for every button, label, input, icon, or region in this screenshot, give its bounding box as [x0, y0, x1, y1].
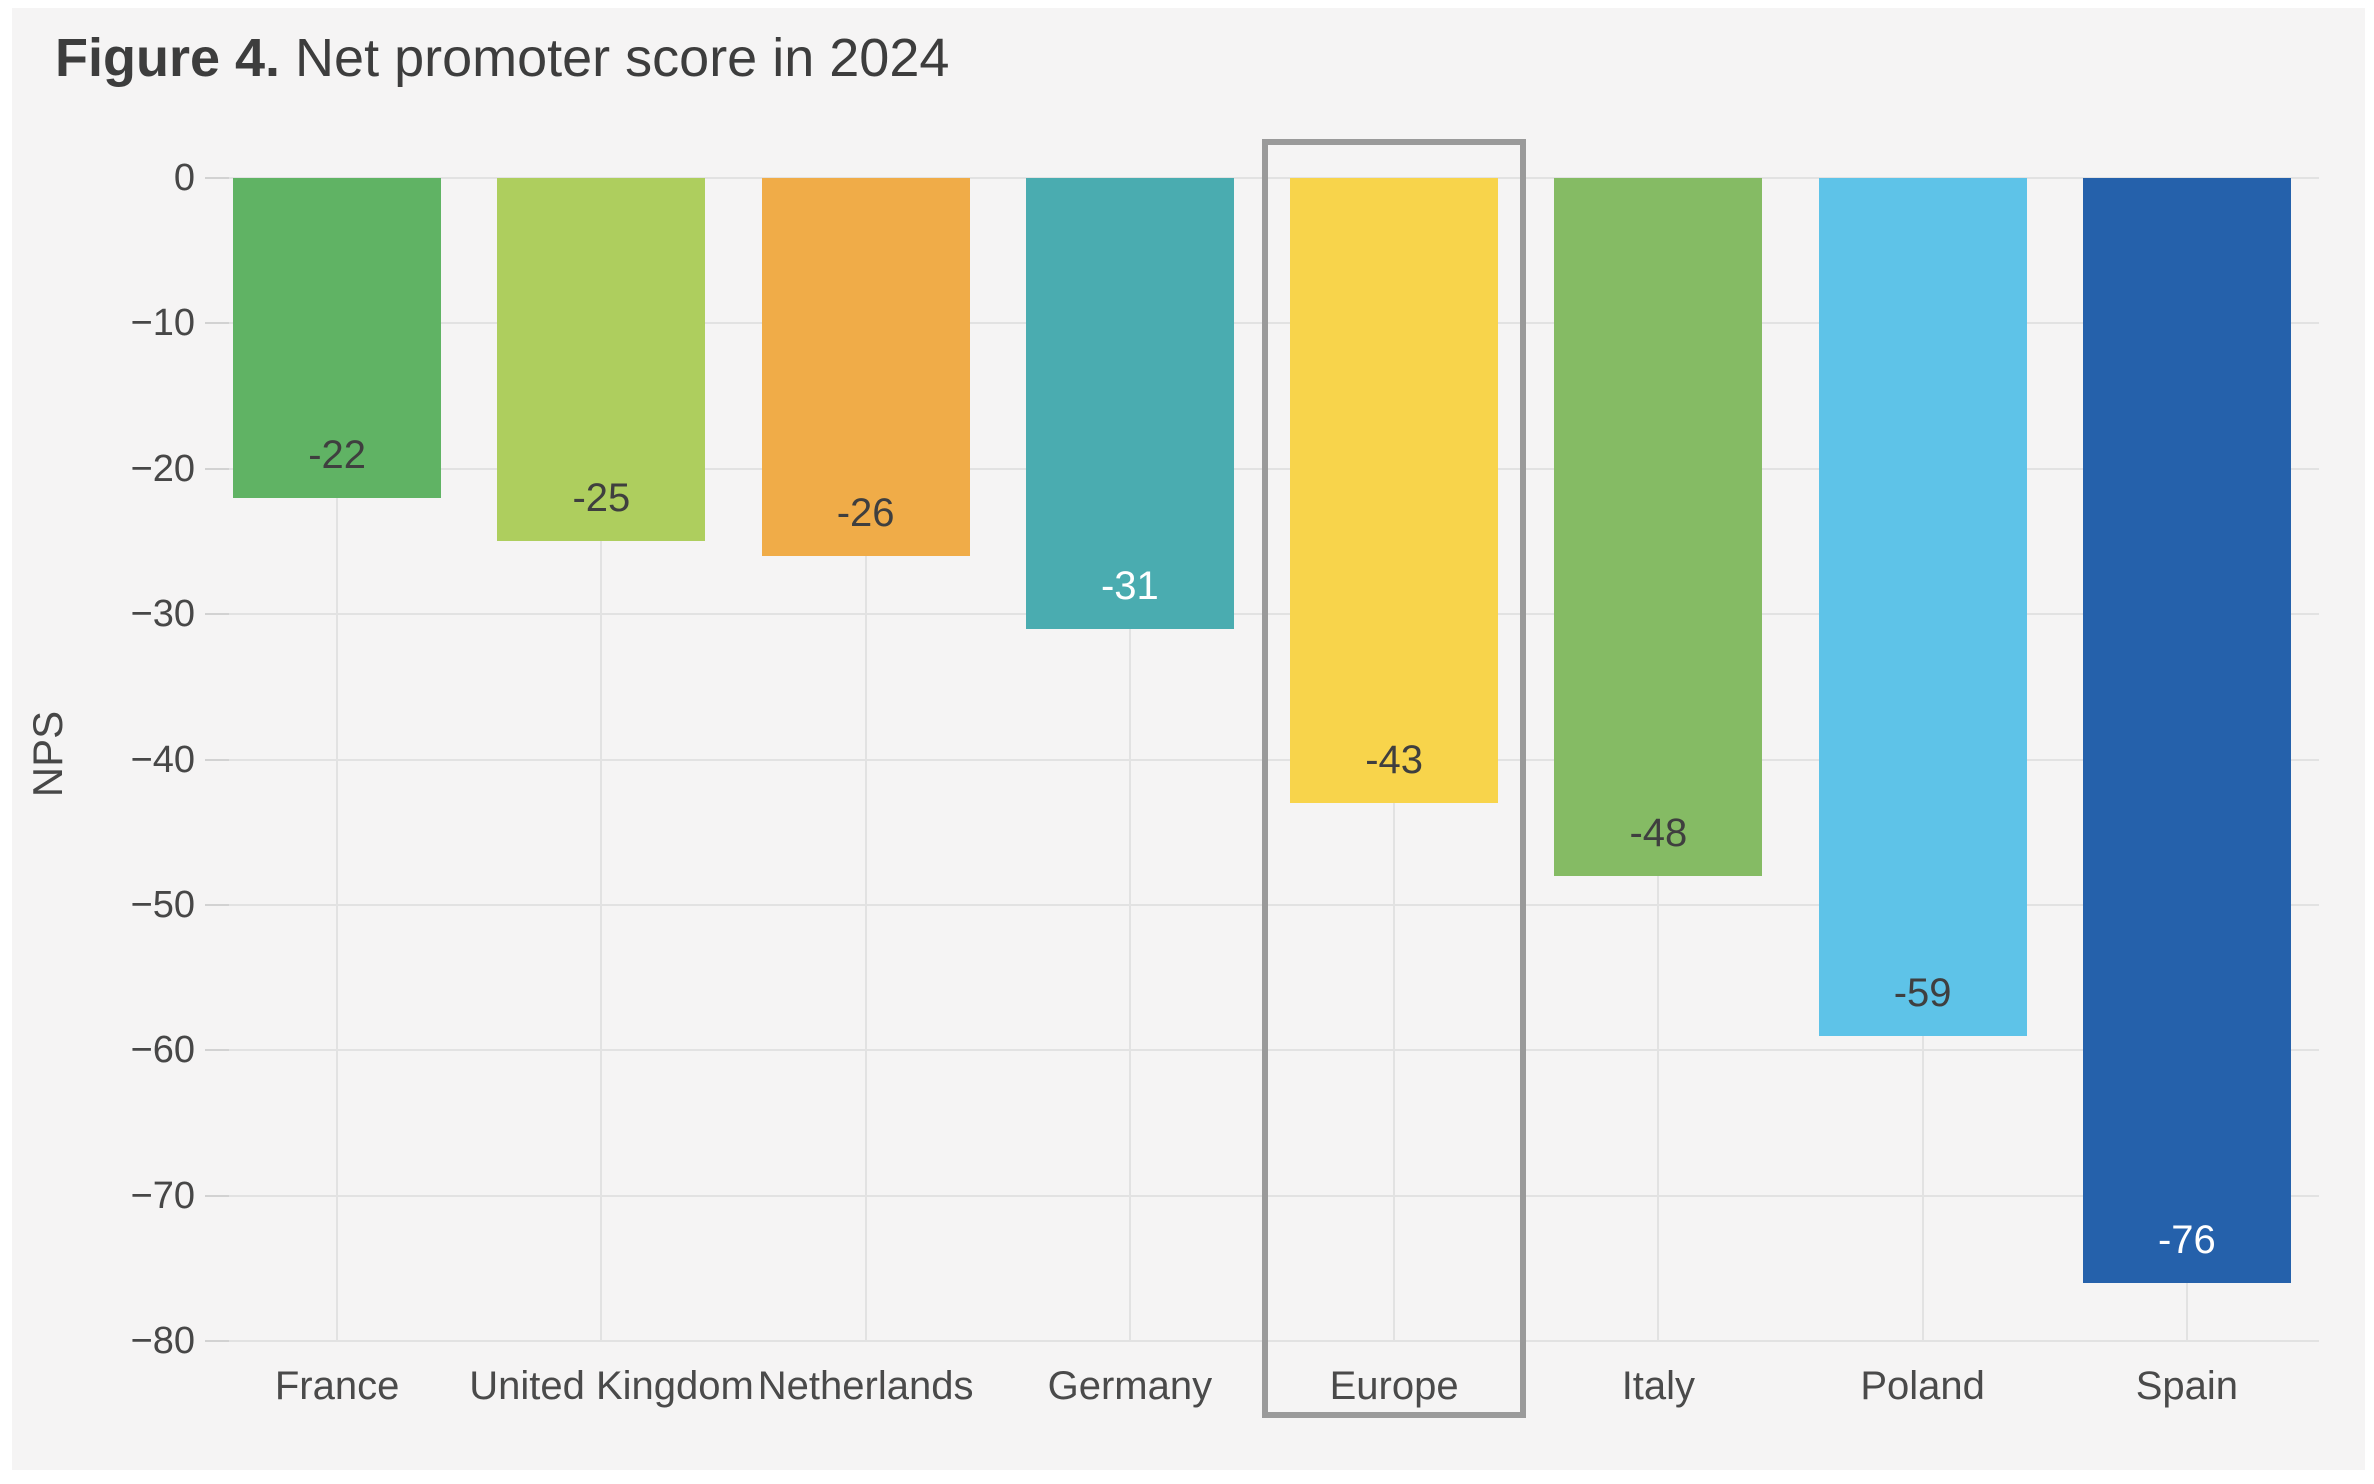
bar-value-label: -59	[1893, 970, 1952, 1015]
y-tick-label: −80	[130, 1320, 195, 1362]
europe-highlight-box	[1262, 139, 1527, 1418]
y-tick-label: −50	[130, 883, 195, 926]
bar-united-kingdom: -25	[497, 178, 706, 542]
y-tick-label: 0	[173, 157, 195, 199]
x-gridline	[600, 178, 603, 1341]
bar-value-label: -43	[1365, 738, 1424, 783]
y-tick-label: −30	[130, 593, 195, 636]
y-tick-mark	[205, 758, 229, 761]
y-tick-mark	[205, 613, 229, 616]
x-tick-label-france: France	[274, 1364, 400, 1408]
y-tick-label: −70	[130, 1174, 195, 1217]
y-tick-label: −40	[130, 738, 195, 781]
bar-value-label: -26	[836, 490, 895, 535]
x-tick-label-spain: Spain	[2135, 1364, 2239, 1408]
y-tick-label: −60	[130, 1029, 195, 1072]
y-tick-mark	[205, 177, 229, 179]
chart-title: Figure 4. Net promoter score in 2024	[55, 26, 949, 90]
x-gridline	[336, 178, 339, 1341]
bar-value-label: -31	[1100, 563, 1159, 608]
y-tick-mark	[205, 1049, 229, 1052]
y-tick-mark	[205, 1340, 229, 1342]
y-tick-mark	[205, 903, 229, 906]
x-tick-label-poland: Poland	[1860, 1364, 1985, 1408]
x-gridline	[864, 178, 867, 1341]
bar-europe: -43	[1290, 178, 1499, 804]
bar-spain: -76	[2082, 178, 2291, 1283]
x-tick-label-united-kingdom: United Kingdom	[469, 1364, 754, 1408]
bar-germany: -31	[1025, 178, 1234, 629]
x-tick-label-europe: Europe	[1329, 1364, 1459, 1408]
bar-italy: -48	[1554, 178, 1763, 876]
bar-value-label: -22	[308, 432, 367, 477]
y-tick-label: −20	[130, 447, 195, 490]
bar-value-label: -25	[572, 476, 631, 521]
bar-value-label: -48	[1629, 810, 1688, 855]
y-tick-mark	[205, 467, 229, 470]
bar-value-label: -76	[2157, 1217, 2216, 1262]
y-tick-mark	[205, 322, 229, 325]
chart-title-text: Net promoter score in 2024	[280, 28, 950, 88]
y-tick-mark	[205, 1194, 229, 1197]
x-tick-label-netherlands: Netherlands	[757, 1364, 974, 1408]
chart-title-prefix: Figure 4.	[55, 28, 281, 88]
x-gridline	[1128, 178, 1131, 1341]
bar-poland: -59	[1818, 178, 2027, 1036]
bar-netherlands: -26	[761, 178, 970, 556]
y-tick-label: −10	[130, 302, 195, 345]
bar-france: -22	[233, 178, 442, 498]
x-tick-label-germany: Germany	[1047, 1364, 1213, 1408]
x-tick-label-italy: Italy	[1621, 1364, 1696, 1408]
